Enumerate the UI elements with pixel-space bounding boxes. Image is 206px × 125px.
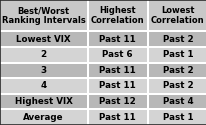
Bar [0,32,87,46]
Text: Past 6: Past 6 [102,50,132,59]
Bar [0,79,87,93]
Bar [88,48,146,62]
Text: 2: 2 [40,50,46,59]
Bar [0,48,87,62]
Text: Past 2: Past 2 [162,34,192,44]
Text: Average: Average [23,113,63,122]
Text: Past 2: Past 2 [162,82,192,90]
Text: 4: 4 [40,82,46,90]
Text: Past 12: Past 12 [99,97,136,106]
Bar [88,0,146,30]
Text: Past 1: Past 1 [162,113,192,122]
Bar [88,79,146,93]
Text: 3: 3 [40,66,46,75]
Bar [88,64,146,77]
Bar [148,32,206,46]
Text: Lowest VIX: Lowest VIX [16,34,70,44]
Bar [88,95,146,108]
Text: Lowest
Correlation: Lowest Correlation [150,6,204,25]
Bar [88,110,146,125]
Bar [148,48,206,62]
Text: Past 11: Past 11 [99,66,136,75]
Text: Past 11: Past 11 [99,82,136,90]
Bar [0,95,87,108]
Text: Best/Worst
Ranking Intervals: Best/Worst Ranking Intervals [2,6,85,25]
Text: Highest
Correlation: Highest Correlation [90,6,144,25]
Bar [0,0,87,30]
Text: Highest VIX: Highest VIX [14,97,72,106]
Text: Past 1: Past 1 [162,50,192,59]
Text: Past 11: Past 11 [99,34,136,44]
Bar [148,110,206,125]
Bar [88,32,146,46]
Text: Past 11: Past 11 [99,113,136,122]
Bar [148,64,206,77]
Bar [148,95,206,108]
Bar [0,64,87,77]
Bar [148,79,206,93]
Text: Past 4: Past 4 [162,97,192,106]
Text: Past 2: Past 2 [162,66,192,75]
Bar [0,110,87,125]
Bar [148,0,206,30]
